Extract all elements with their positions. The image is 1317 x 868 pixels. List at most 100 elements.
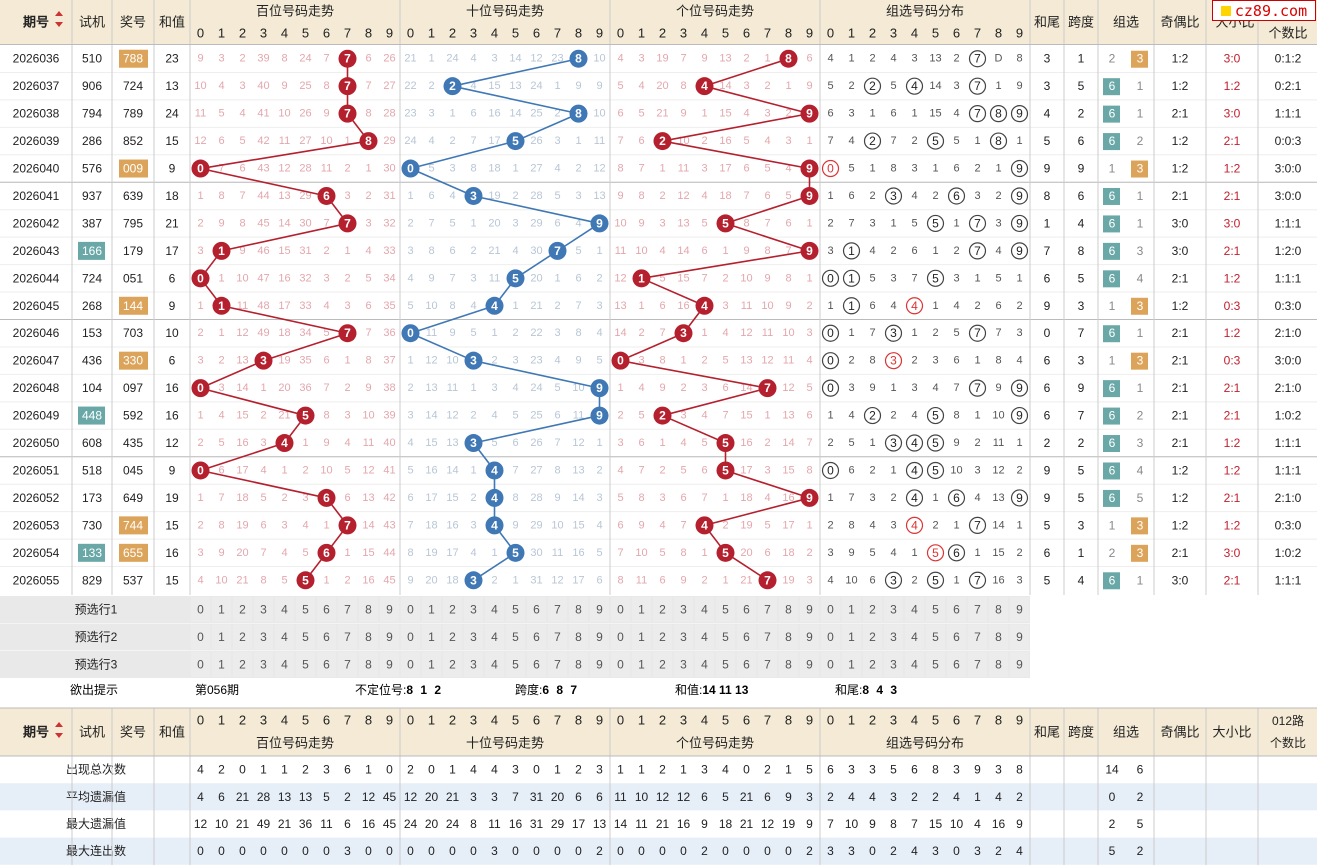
preselect-digit[interactable]: 5 <box>302 658 309 672</box>
preselect-digit[interactable]: 9 <box>386 603 393 617</box>
preselect-digit[interactable]: 8 <box>785 630 792 644</box>
preselect-digit[interactable]: 5 <box>302 630 309 644</box>
preselect-digit[interactable]: 5 <box>932 658 939 672</box>
preselect-digit[interactable]: 4 <box>491 630 498 644</box>
preselect-digit[interactable]: 4 <box>491 603 498 617</box>
preselect-digit[interactable]: 9 <box>596 630 603 644</box>
preselect-digit[interactable]: 8 <box>785 603 792 617</box>
sort-up-icon[interactable] <box>55 722 63 727</box>
preselect-digit[interactable]: 2 <box>239 630 246 644</box>
preselect-digit[interactable]: 3 <box>890 658 897 672</box>
bottom-header-period[interactable]: 期号 <box>23 725 49 740</box>
preselect-digit[interactable]: 1 <box>638 630 645 644</box>
preselect-digit[interactable]: 8 <box>365 658 372 672</box>
preselect-digit[interactable]: 8 <box>575 658 582 672</box>
preselect-digit[interactable]: 3 <box>260 630 267 644</box>
preselect-digit[interactable]: 2 <box>659 603 666 617</box>
preselect-digit[interactable]: 6 <box>743 658 750 672</box>
preselect-digit[interactable]: 3 <box>260 658 267 672</box>
preselect-digit[interactable]: 5 <box>722 658 729 672</box>
preselect-digit[interactable]: 7 <box>554 603 561 617</box>
preselect-digit[interactable]: 0 <box>407 658 414 672</box>
preselect-digit[interactable]: 6 <box>743 603 750 617</box>
preselect-digit[interactable]: 1 <box>638 603 645 617</box>
preselect-digit[interactable]: 2 <box>869 630 876 644</box>
preselect-digit[interactable]: 2 <box>449 630 456 644</box>
preselect-digit[interactable]: 3 <box>680 630 687 644</box>
preselect-digit[interactable]: 7 <box>974 630 981 644</box>
preselect-digit[interactable]: 9 <box>596 658 603 672</box>
preselect-digit[interactable]: 0 <box>617 658 624 672</box>
preselect-digit[interactable]: 7 <box>974 658 981 672</box>
preselect-digit[interactable]: 4 <box>491 658 498 672</box>
preselect-digit[interactable]: 3 <box>680 658 687 672</box>
preselect-digit[interactable]: 7 <box>344 658 351 672</box>
preselect-digit[interactable]: 3 <box>680 603 687 617</box>
preselect-digit[interactable]: 8 <box>575 630 582 644</box>
preselect-digit[interactable]: 6 <box>743 630 750 644</box>
preselect-digit[interactable]: 6 <box>953 630 960 644</box>
preselect-digit[interactable]: 1 <box>848 603 855 617</box>
preselect-digit[interactable]: 0 <box>617 630 624 644</box>
preselect-digit[interactable]: 4 <box>281 603 288 617</box>
preselect-digit[interactable]: 3 <box>470 658 477 672</box>
preselect-digit[interactable]: 4 <box>701 603 708 617</box>
preselect-digit[interactable]: 6 <box>323 658 330 672</box>
preselect-digit[interactable]: 8 <box>575 603 582 617</box>
preselect-digit[interactable]: 9 <box>806 630 813 644</box>
preselect-digit[interactable]: 0 <box>827 603 834 617</box>
preselect-digit[interactable]: 8 <box>365 603 372 617</box>
preselect-digit[interactable]: 1 <box>218 603 225 617</box>
preselect-digit[interactable]: 5 <box>932 603 939 617</box>
preselect-digit[interactable]: 5 <box>512 630 519 644</box>
preselect-digit[interactable]: 0 <box>617 603 624 617</box>
preselect-digit[interactable]: 8 <box>995 630 1002 644</box>
preselect-digit[interactable]: 3 <box>470 603 477 617</box>
preselect-digit[interactable]: 7 <box>764 603 771 617</box>
preselect-digit[interactable]: 6 <box>323 603 330 617</box>
preselect-digit[interactable]: 4 <box>911 603 918 617</box>
preselect-digit[interactable]: 9 <box>596 603 603 617</box>
preselect-digit[interactable]: 8 <box>995 603 1002 617</box>
preselect-digit[interactable]: 8 <box>995 658 1002 672</box>
preselect-digit[interactable]: 5 <box>722 630 729 644</box>
preselect-digit[interactable]: 7 <box>344 630 351 644</box>
preselect-digit[interactable]: 8 <box>785 658 792 672</box>
sort-down-icon[interactable] <box>55 733 63 738</box>
preselect-digit[interactable]: 2 <box>239 658 246 672</box>
preselect-digit[interactable]: 2 <box>449 658 456 672</box>
preselect-digit[interactable]: 6 <box>953 603 960 617</box>
header-period[interactable]: 期号 <box>23 15 49 30</box>
preselect-digit[interactable]: 2 <box>869 603 876 617</box>
preselect-digit[interactable]: 0 <box>197 658 204 672</box>
preselect-digit[interactable]: 2 <box>869 658 876 672</box>
preselect-digit[interactable]: 5 <box>722 603 729 617</box>
sort-up-icon[interactable] <box>55 11 63 16</box>
preselect-digit[interactable]: 0 <box>407 630 414 644</box>
preselect-digit[interactable]: 0 <box>407 603 414 617</box>
preselect-digit[interactable]: 7 <box>554 630 561 644</box>
preselect-digit[interactable]: 9 <box>1016 630 1023 644</box>
preselect-digit[interactable]: 9 <box>1016 603 1023 617</box>
preselect-digit[interactable]: 1 <box>428 658 435 672</box>
preselect-digit[interactable]: 0 <box>827 658 834 672</box>
preselect-digit[interactable]: 7 <box>344 603 351 617</box>
preselect-digit[interactable]: 0 <box>197 603 204 617</box>
preselect-digit[interactable]: 4 <box>281 658 288 672</box>
preselect-digit[interactable]: 6 <box>953 658 960 672</box>
preselect-digit[interactable]: 1 <box>848 630 855 644</box>
preselect-digit[interactable]: 4 <box>281 630 288 644</box>
preselect-digit[interactable]: 6 <box>323 630 330 644</box>
preselect-digit[interactable]: 5 <box>512 603 519 617</box>
preselect-digit[interactable]: 0 <box>197 630 204 644</box>
sort-down-icon[interactable] <box>55 22 63 27</box>
preselect-digit[interactable]: 9 <box>386 630 393 644</box>
preselect-digit[interactable]: 9 <box>1016 658 1023 672</box>
preselect-digit[interactable]: 3 <box>470 630 477 644</box>
preselect-digit[interactable]: 7 <box>764 630 771 644</box>
preselect-digit[interactable]: 7 <box>554 658 561 672</box>
preselect-digit[interactable]: 6 <box>533 658 540 672</box>
preselect-digit[interactable]: 2 <box>659 630 666 644</box>
preselect-digit[interactable]: 9 <box>806 658 813 672</box>
preselect-digit[interactable]: 1 <box>218 630 225 644</box>
